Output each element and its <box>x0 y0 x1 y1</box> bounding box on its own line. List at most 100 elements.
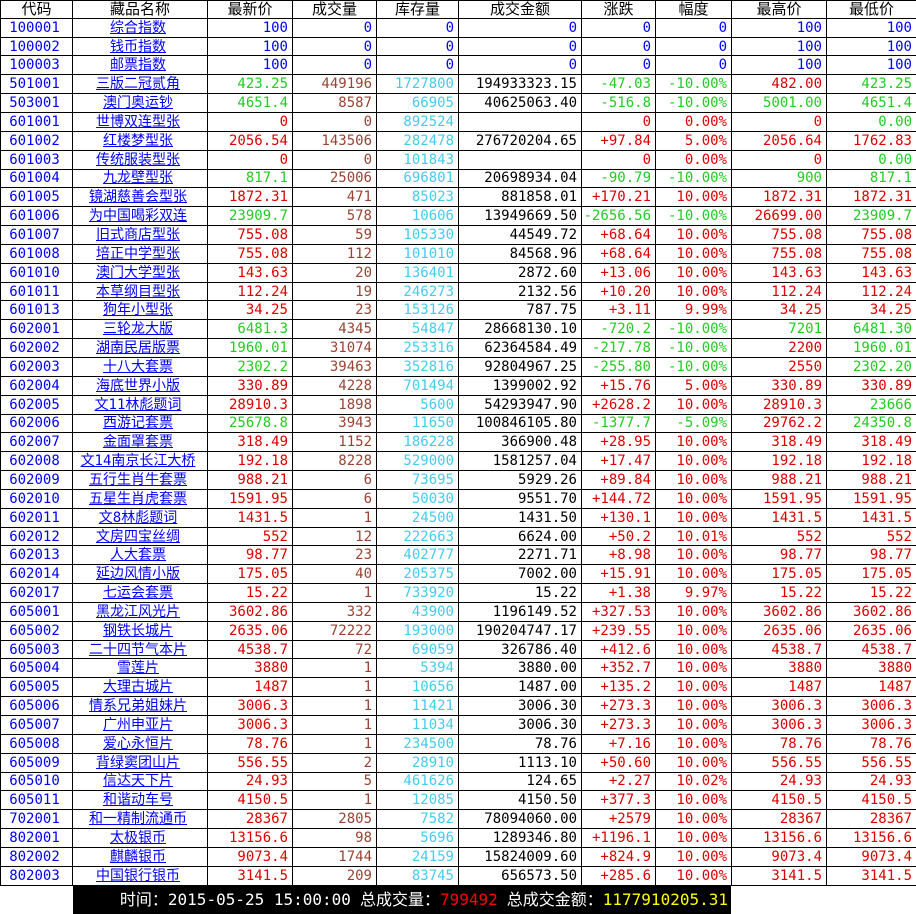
table-row[interactable]: 602017 七运会套票 15.22 1 733920 15.22 +1.38 9.97% 15… <box>0 583 916 603</box>
cell-name[interactable]: 传统服装型张 <box>72 149 208 170</box>
table-row[interactable]: 601005 镜湖慈善会型张 1872.31 471 85023 881858.01 +17… <box>0 187 916 208</box>
cell-name[interactable]: 世博双连型张 <box>72 112 208 132</box>
cell-name[interactable]: 九龙壁型张 <box>72 168 208 189</box>
table-row[interactable]: 605009 背绿窦团山片 556.55 2 28910 1113.10 +50.60 10.… <box>0 752 916 773</box>
table-row[interactable]: 601003 传统服装型张 0 0 101843 0 0.00% 0 0.00 <box>0 149 916 170</box>
table-row[interactable]: 601011 本草纲目型张 112.24 19 246273 2132.56 +10.20 1… <box>0 281 916 302</box>
table-row[interactable]: 802002 麒麟银币 9073.4 1744 24159 15824009.60 +824… <box>0 846 916 867</box>
column-header-amount[interactable]: 成交金额 <box>458 0 582 19</box>
table-row[interactable]: 602006 西游记套票 25678.8 3943 11650 100846105.80-… <box>0 413 916 434</box>
column-header-change[interactable]: 涨跌 <box>581 0 656 19</box>
table-row[interactable]: 601004 九龙壁型张 817.1 25006 696801 20698934.04 -9… <box>0 168 916 189</box>
table-row[interactable]: 602002 湖南民居版票 1960.01 31074 253316 62364584.4… <box>0 338 916 358</box>
table-row[interactable]: 601002 红楼梦型张 2056.54 143506 282478 276720204.… <box>0 130 916 151</box>
cell-name[interactable]: 信达天下片 <box>72 771 208 792</box>
table-row[interactable]: 100003 邮票指数 100 0 0 0 0 0 100 100 <box>0 55 916 76</box>
table-row[interactable]: 501001 三版二冠贰角 423.25 449196 1727800 194933323… <box>0 74 916 95</box>
table-row[interactable]: 605010 信达天下片 24.93 5 461626 124.65 +2.27 10.02%… <box>0 771 916 792</box>
table-row[interactable]: 605006 情系兄弟姐妹片 3006.3 1 11421 3006.30 +273.3 10… <box>0 696 916 717</box>
table-row[interactable]: 602013 人大套票 98.77 23 402777 2271.71 +8.98 10.00… <box>0 545 916 566</box>
table-row[interactable]: 605004 雪莲片 3880 1 5394 3880.00 +352.7 10.00% 388… <box>0 658 916 679</box>
table-row[interactable]: 605008 爱心永恒片 78.76 1 234500 78.76 +7.16 10.00% 7… <box>0 733 916 754</box>
cell-name[interactable]: 人大套票 <box>72 545 208 566</box>
cell-name[interactable]: 五星生肖虎套票 <box>72 488 208 509</box>
cell-name[interactable]: 钢铁长城片 <box>72 620 208 641</box>
cell-name[interactable]: 综合指数 <box>72 17 208 38</box>
cell-name[interactable]: 大理古城片 <box>72 677 208 698</box>
column-header-high[interactable]: 最高价 <box>731 0 827 19</box>
table-row[interactable]: 602012 文房四宝丝绸 552 12 222663 6624.00 +50.2 10.01… <box>0 526 916 547</box>
column-header-code[interactable]: 代码 <box>0 0 73 19</box>
cell-name[interactable]: 文房四宝丝绸 <box>72 526 208 547</box>
cell-name[interactable]: 红楼梦型张 <box>72 130 208 151</box>
cell-name[interactable]: 狗年小型张 <box>72 300 208 321</box>
table-row[interactable]: 100002 钱币指数 100 0 0 0 0 0 100 100 <box>0 36 916 57</box>
cell-name[interactable]: 三轮龙大版 <box>72 319 208 340</box>
cell-name[interactable]: 黑龙江风光片 <box>72 601 208 622</box>
table-row[interactable]: 802001 太极银币 13156.6 98 5696 1289346.80 +1196.1… <box>0 828 916 848</box>
table-row[interactable]: 605003 二十四节气本片 4538.7 72 69059 326786.40 +412.… <box>0 639 916 660</box>
cell-name[interactable]: 和一精制流通币 <box>72 809 208 830</box>
cell-name[interactable]: 爱心永恒片 <box>72 733 208 754</box>
table-row[interactable]: 602004 海底世界小版 330.89 4228 701494 1399002.92 +1… <box>0 375 916 396</box>
cell-name[interactable]: 为中国喝彩双连 <box>72 206 208 227</box>
table-row[interactable]: 602008 文14南京长江大桥 192.18 8228 529000 1581257.0… <box>0 451 916 472</box>
table-row[interactable]: 605011 和谐动车号 4150.5 1 12085 4150.50 +377.3 10.0… <box>0 790 916 811</box>
table-row[interactable]: 601008 培正中学型张 755.08 112 101010 84568.96 +68.6… <box>0 243 916 264</box>
cell-name[interactable]: 中国银行银币 <box>72 865 208 887</box>
cell-name[interactable]: 情系兄弟姐妹片 <box>72 696 208 717</box>
table-row[interactable]: 605002 钢铁长城片 2635.06 72222 193000 190204747.1… <box>0 620 916 641</box>
table-row[interactable]: 602014 延边风情小版 175.05 40 205375 7002.00 +15.91 1… <box>0 564 916 585</box>
cell-name[interactable]: 五行生肖牛套票 <box>72 470 208 490</box>
cell-name[interactable]: 十八大套票 <box>72 356 208 377</box>
cell-name[interactable]: 旧式商店型张 <box>72 225 208 245</box>
table-row[interactable]: 702001 和一精制流通币 28367 2805 7582 78094060.00 +25… <box>0 809 916 830</box>
cell-name[interactable]: 延边风情小版 <box>72 564 208 585</box>
table-row[interactable]: 602011 文8林彪题词 1431.5 1 24500 1431.50 +130.1 10.… <box>0 507 916 528</box>
cell-name[interactable]: 广州申亚片 <box>72 715 208 735</box>
cell-name[interactable]: 金面罩套票 <box>72 432 208 453</box>
cell-name[interactable]: 钱币指数 <box>72 36 208 57</box>
column-header-pct[interactable]: 幅度 <box>655 0 732 19</box>
cell-name[interactable]: 背绿窦团山片 <box>72 752 208 773</box>
cell-name[interactable]: 雪莲片 <box>72 658 208 679</box>
cell-name[interactable]: 文11林彪题词 <box>72 394 208 415</box>
table-row[interactable]: 601006 为中国喝彩双连 23909.7 578 10606 13949669.50-… <box>0 206 916 227</box>
column-header-low[interactable]: 最低价 <box>826 0 916 19</box>
cell-name[interactable]: 本草纲目型张 <box>72 281 208 302</box>
cell-name[interactable]: 邮票指数 <box>72 55 208 76</box>
table-row[interactable]: 605007 广州申亚片 3006.3 1 11034 3006.30 +273.3 10.0… <box>0 715 916 735</box>
table-row[interactable]: 602010 五星生肖虎套票 1591.95 6 50030 9551.70 +144.72… <box>0 488 916 509</box>
cell-name[interactable]: 培正中学型张 <box>72 243 208 264</box>
cell-name[interactable]: 澳门大学型张 <box>72 262 208 283</box>
table-row[interactable]: 802003 中国银行银币 3141.5 209 83745 656573.50 +285.… <box>0 865 916 887</box>
cell-name[interactable]: 西游记套票 <box>72 413 208 434</box>
cell-name[interactable]: 文14南京长江大桥 <box>72 451 208 472</box>
table-row[interactable]: 601013 狗年小型张 34.25 23 153126 787.75 +3.11 9.99%… <box>0 300 916 321</box>
table-row[interactable]: 601001 世博双连型张 0 0 892524 0 0.00% 0 0.00 <box>0 112 916 132</box>
table-row[interactable]: 602001 三轮龙大版 6481.3 4345 54847 28668130.10 -72… <box>0 319 916 340</box>
table-row[interactable]: 605005 大理古城片 1487 1 10656 1487.00 +135.2 10.00%… <box>0 677 916 698</box>
table-row[interactable]: 601007 旧式商店型张 755.08 59 105330 44549.72 +68.64… <box>0 225 916 245</box>
cell-name[interactable]: 文8林彪题词 <box>72 507 208 528</box>
cell-name[interactable]: 和谐动车号 <box>72 790 208 811</box>
table-row[interactable]: 602009 五行生肖牛套票 988.21 6 73695 5929.26 +89.84 10… <box>0 470 916 490</box>
table-row[interactable]: 503001 澳门奥运钞 4651.4 8587 66905 40625063.40 -51… <box>0 93 916 114</box>
cell-name[interactable]: 麒麟银币 <box>72 846 208 867</box>
column-header-name[interactable]: 藏品名称 <box>72 0 208 19</box>
cell-name[interactable]: 太极银币 <box>72 828 208 848</box>
table-row[interactable]: 605001 黑龙江风光片 3602.86 332 43900 1196149.52 +32… <box>0 601 916 622</box>
column-header-latest[interactable]: 最新价 <box>207 0 293 19</box>
table-row[interactable]: 100001 综合指数 100 0 0 0 0 0 100 100 <box>0 17 916 38</box>
column-header-inventory[interactable]: 库存量 <box>376 0 459 19</box>
table-row[interactable]: 602005 文11林彪题词 28910.3 1898 5600 54293947.90 +… <box>0 394 916 415</box>
cell-name[interactable]: 海底世界小版 <box>72 375 208 396</box>
cell-name[interactable]: 二十四节气本片 <box>72 639 208 660</box>
cell-name[interactable]: 澳门奥运钞 <box>72 93 208 114</box>
cell-name[interactable]: 三版二冠贰角 <box>72 74 208 95</box>
table-row[interactable]: 602007 金面罩套票 318.49 1152 186228 366900.48 +28.… <box>0 432 916 453</box>
cell-name[interactable]: 七运会套票 <box>72 583 208 603</box>
column-header-volume[interactable]: 成交量 <box>292 0 377 19</box>
table-row[interactable]: 602003 十八大套票 2302.2 39463 352816 92804967.25-… <box>0 356 916 377</box>
cell-name[interactable]: 镜湖慈善会型张 <box>72 187 208 208</box>
